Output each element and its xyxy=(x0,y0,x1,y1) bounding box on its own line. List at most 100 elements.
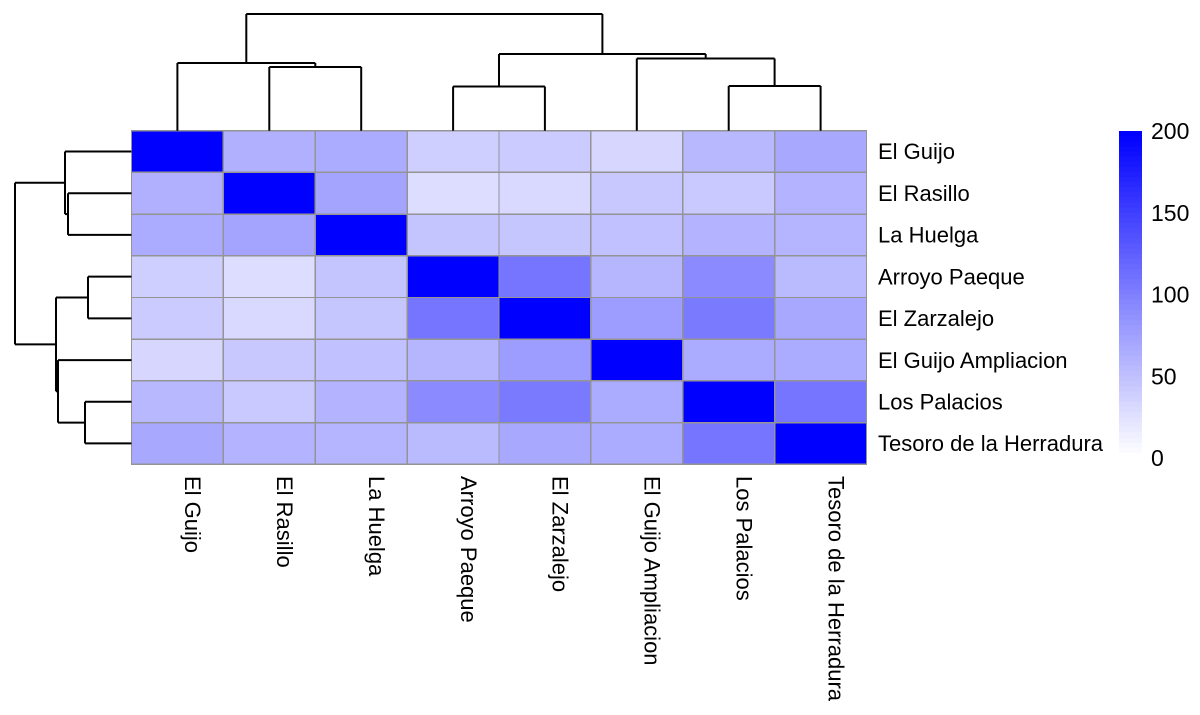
colorbar-step xyxy=(1119,371,1142,377)
heatmap-cell-r2-c3 xyxy=(406,213,500,257)
column-label: Tesoro de la Herradura xyxy=(823,476,848,702)
colorbar-step xyxy=(1119,238,1142,245)
heatmap-grid xyxy=(130,130,868,465)
heatmap-cell-r5-c0 xyxy=(130,338,225,382)
colorbar-step xyxy=(1119,417,1142,423)
row-dendrogram xyxy=(14,150,132,445)
colorbar-step xyxy=(1119,176,1142,183)
colorbar-ticks: 200 150 100 50 0 xyxy=(1151,118,1189,471)
row-label: El Zarzalejo xyxy=(878,306,994,331)
heatmap-cell-r1-c4 xyxy=(498,171,592,215)
colorbar-step xyxy=(1119,396,1142,403)
colorbar-tick-label: 50 xyxy=(1151,363,1177,389)
heatmap-cell-r2-c2 xyxy=(314,213,408,257)
heatmap-cell-r0-c5 xyxy=(590,130,684,174)
heatmap-cell-r1-c6 xyxy=(682,171,776,215)
colorbar-step xyxy=(1119,258,1142,265)
column-label: Arroyo Paeque xyxy=(456,476,481,623)
colorbar-step xyxy=(1119,442,1142,449)
colorbar-step xyxy=(1119,268,1142,275)
heatmap-cell-r4-c5 xyxy=(590,296,684,340)
colorbar-step xyxy=(1119,427,1142,434)
heatmap-cell-r2-c0 xyxy=(130,213,225,257)
heatmap-cell-r6-c0 xyxy=(130,380,225,424)
heatmap-cell-r7-c1 xyxy=(222,421,316,465)
heatmap-cell-r7-c3 xyxy=(406,421,500,465)
colorbar-step xyxy=(1119,197,1142,204)
colorbar-tick-label: 150 xyxy=(1151,200,1189,226)
heatmap-cell-r0-c7 xyxy=(773,130,868,174)
colorbar-tick-label: 100 xyxy=(1151,282,1189,308)
column-dendrogram xyxy=(176,13,822,131)
colorbar-step xyxy=(1119,376,1142,382)
colorbar-step xyxy=(1119,294,1142,301)
heatmap-cell-r3-c0 xyxy=(130,255,225,299)
colorbar-tick-label: 200 xyxy=(1151,118,1189,144)
heatmap-cell-r7-c0 xyxy=(130,421,225,465)
heatmap-cell-r3-c1 xyxy=(222,255,316,299)
row-label: La Huelga xyxy=(878,223,979,248)
colorbar-step xyxy=(1119,452,1142,459)
colorbar-step xyxy=(1119,325,1142,331)
colorbar-step xyxy=(1119,381,1142,388)
colorbar-step xyxy=(1119,340,1142,347)
colorbar-step xyxy=(1119,131,1142,137)
column-label: La Huelga xyxy=(364,476,389,577)
column-label: El Guijo Ampliacion xyxy=(640,476,665,666)
heatmap-cell-r2-c5 xyxy=(590,213,684,257)
colorbar-step xyxy=(1119,360,1142,367)
colorbar-step xyxy=(1119,263,1142,270)
heatmap-cell-r1-c5 xyxy=(590,171,684,215)
heatmap-cell-r6-c7 xyxy=(773,380,868,424)
colorbar-step xyxy=(1119,182,1142,188)
heatmap-cell-r1-c3 xyxy=(406,171,500,215)
heatmap-cell-r3-c6 xyxy=(682,255,776,299)
colorbar-step xyxy=(1119,161,1142,168)
heatmap-cell-r5-c4 xyxy=(498,338,592,382)
colorbar-step xyxy=(1119,253,1142,260)
heatmap-cell-r1-c7 xyxy=(773,171,868,215)
colorbar-step xyxy=(1119,406,1142,413)
heatmap-cell-r5-c6 xyxy=(682,338,776,382)
heatmap-cell-r4-c0 xyxy=(130,296,225,340)
heatmap-cell-r6-c2 xyxy=(314,380,408,424)
colorbar-step xyxy=(1119,233,1142,239)
heatmap-cell-r6-c6 xyxy=(682,380,776,424)
colorbar-step xyxy=(1119,345,1142,352)
heatmap-cell-r7-c2 xyxy=(314,421,408,465)
heatmap-cell-r0-c2 xyxy=(314,130,408,174)
colorbar-step xyxy=(1119,284,1142,290)
colorbar xyxy=(1119,131,1142,459)
heatmap-cell-r1-c2 xyxy=(314,171,408,215)
heatmap-cell-r4-c2 xyxy=(314,296,408,340)
row-label: El Guijo xyxy=(878,139,955,164)
heatmap-cell-r6-c1 xyxy=(222,380,316,424)
colorbar-step xyxy=(1119,228,1142,234)
colorbar-step xyxy=(1119,212,1142,219)
row-labels: El Guijo El Rasillo La Huelga Arroyo Paeque… xyxy=(878,139,1104,456)
colorbar-step xyxy=(1119,299,1142,306)
heatmap-cell-r3-c2 xyxy=(314,255,408,299)
row-label: Arroyo Paeque xyxy=(878,264,1025,289)
colorbar-step xyxy=(1119,151,1142,158)
colorbar-step xyxy=(1119,437,1142,444)
colorbar-step xyxy=(1119,432,1142,439)
colorbar-step xyxy=(1119,187,1142,193)
colorbar-step xyxy=(1119,222,1142,229)
heatmap-cell-r7-c6 xyxy=(682,421,776,465)
heatmap-cell-r4-c3 xyxy=(406,296,500,340)
column-label: El Rasillo xyxy=(272,476,297,568)
heatmap-cell-r2-c1 xyxy=(222,213,316,257)
colorbar-step xyxy=(1119,366,1142,372)
row-label: Los Palacios xyxy=(878,389,1003,414)
colorbar-step xyxy=(1119,146,1142,153)
colorbar-step xyxy=(1119,320,1142,326)
heatmap-cell-r0-c0 xyxy=(130,130,225,174)
colorbar-step xyxy=(1119,335,1142,342)
heatmap-cell-r3-c5 xyxy=(590,255,684,299)
colorbar-step xyxy=(1119,141,1142,147)
heatmap-cell-r3-c4 xyxy=(498,255,592,299)
colorbar-step xyxy=(1119,202,1142,209)
